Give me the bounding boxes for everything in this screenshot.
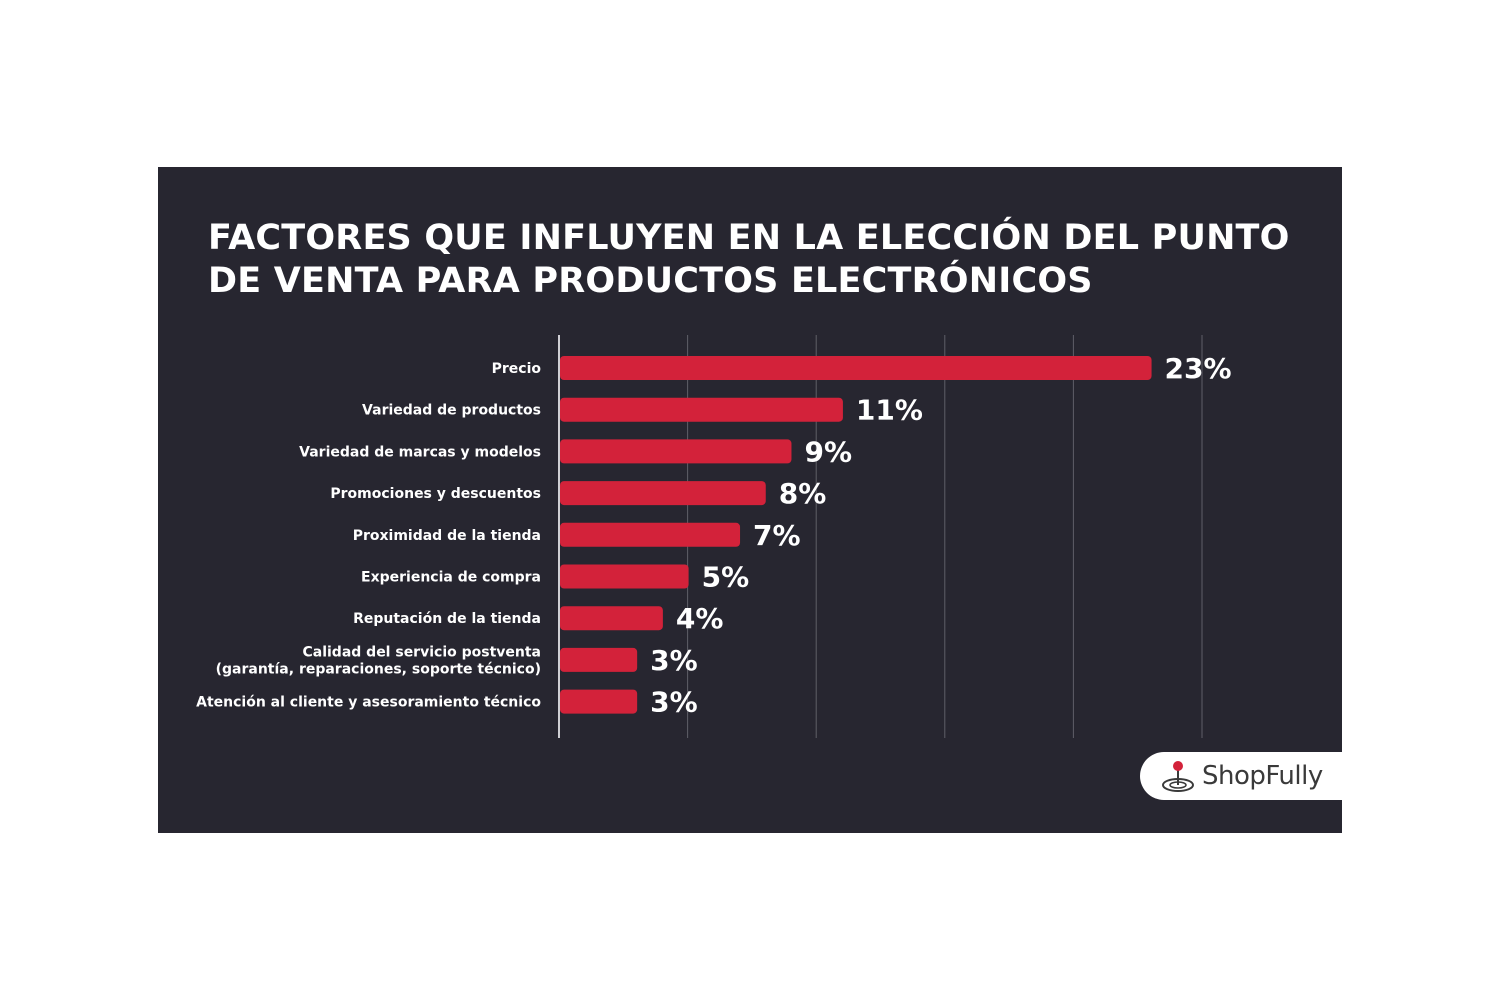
shopfully-logo-icon (1162, 761, 1194, 792)
bar (560, 439, 792, 464)
bar (560, 356, 1152, 380)
data-label: 3% (650, 644, 698, 677)
bar (560, 689, 638, 714)
category-label: Calidad del servicio postventa (302, 644, 541, 660)
brand-logo: ShopFully (1140, 752, 1342, 800)
data-label: 11% (856, 394, 923, 427)
category-label: Precio (492, 361, 542, 377)
chart-title: FACTORES QUE INFLUYEN EN LA ELECCIÓN DEL… (208, 218, 1290, 301)
category-label: Experiencia de compra (361, 570, 541, 586)
data-label: 8% (779, 477, 827, 510)
data-label: 7% (753, 519, 801, 552)
data-label: 23% (1165, 352, 1232, 385)
bar-chart: 23% Precio 11% Variedad de productos 9% Varie… (196, 335, 1232, 738)
category-label: Atención al cliente y asesoramiento técn… (196, 695, 541, 711)
bar (560, 647, 638, 672)
bar (560, 522, 741, 547)
category-label: Variedad de productos (362, 403, 541, 419)
data-label: 9% (804, 435, 852, 468)
category-label: Reputación de la tienda (353, 611, 541, 627)
bar (560, 397, 843, 422)
category-label: Variedad de marcas y modelos (299, 444, 541, 460)
category-label: Promociones y descuentos (330, 486, 541, 502)
bar (560, 606, 663, 631)
bar (560, 564, 689, 589)
brand-name: ShopFully (1202, 761, 1323, 791)
category-label: (garantía, reparaciones, soporte técnico… (216, 661, 541, 677)
data-label: 5% (702, 561, 750, 594)
bar (560, 481, 766, 506)
category-label: Proximidad de la tienda (353, 528, 541, 544)
data-label: 3% (650, 686, 698, 719)
chart-card: FACTORES QUE INFLUYEN EN LA ELECCIÓN DEL… (158, 167, 1342, 833)
data-label: 4% (676, 602, 724, 635)
